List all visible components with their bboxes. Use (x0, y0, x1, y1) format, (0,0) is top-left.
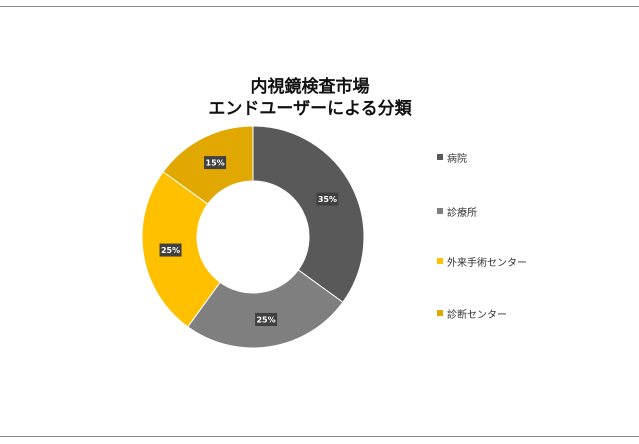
donut-slice-2 (187, 269, 344, 349)
bottom-divider (0, 436, 639, 437)
data-label-background (204, 156, 227, 170)
data-label-1: 35% (316, 192, 339, 206)
data-label-text: 25% (161, 246, 180, 255)
legend-swatch (437, 258, 443, 264)
legend-label: 診断センター (447, 309, 507, 321)
legend-swatch (437, 208, 443, 214)
legend-item: 診断センター (437, 306, 507, 321)
legend-item: 診療所 (437, 204, 477, 219)
chart-title-line-2: エンドユーザーによる分類 (208, 99, 412, 119)
data-label-text: 25% (256, 315, 275, 324)
chart-title-line-1: 内視鏡検査市場 (250, 77, 370, 97)
data-label-2: 25% (255, 312, 278, 326)
legend-item: 病院 (437, 150, 467, 165)
legend-item: 外来手術センター (437, 254, 527, 269)
data-label-background (255, 312, 278, 326)
data-label-text: 35% (318, 195, 337, 204)
data-label-text: 15% (206, 159, 225, 168)
legend-swatch (437, 154, 443, 160)
legend-label: 外来手術センター (447, 257, 527, 269)
legend-label: 病院 (447, 153, 467, 165)
top-divider (0, 6, 639, 7)
data-label-background (159, 243, 182, 257)
data-label-background (316, 192, 339, 206)
legend-label: 診療所 (447, 207, 477, 219)
chart-title: 内視鏡検査市場 エンドユーザーによる分類 (120, 76, 500, 120)
donut-slice-1 (252, 125, 365, 303)
data-label-3: 25% (159, 243, 182, 257)
data-label-4: 15% (204, 156, 227, 170)
legend-swatch (437, 310, 443, 316)
